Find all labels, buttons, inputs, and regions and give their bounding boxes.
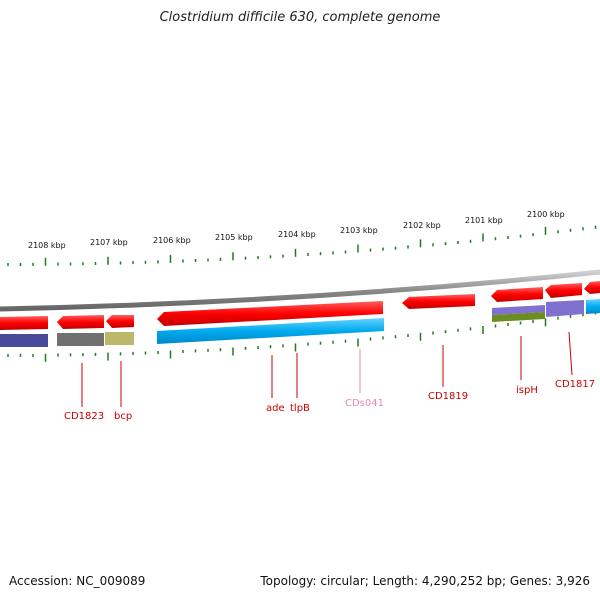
kbp-label-2104: 2104 kbp — [278, 230, 316, 239]
map-title: Clostridium difficile 630, complete geno… — [159, 10, 441, 25]
leader-cd1817 — [568, 331, 573, 376]
gene-arrow-edge — [584, 281, 600, 294]
gene-arrow-cd1819 — [402, 294, 475, 309]
cds-block-olive — [105, 332, 134, 345]
cds-block-grey — [57, 333, 104, 346]
gene-arrow-long — [157, 301, 383, 326]
gene-label-cd1823: CD1823 — [64, 411, 104, 422]
gene-label-cd1817: CD1817 — [555, 379, 595, 390]
gene-label-ade: ade — [266, 403, 285, 414]
cds-block-purple-2 — [546, 300, 584, 317]
gene-label-cd1819: CD1819 — [428, 391, 468, 402]
kbp-label-2108: 2108 kbp — [28, 241, 66, 250]
accession-text: Accession: NC_009089 — [9, 574, 146, 588]
kbp-label-2100: 2100 kbp — [527, 210, 565, 219]
kbp-label-2107: 2107 kbp — [90, 238, 128, 247]
genome-summary-text: Topology: circular; Length: 4,290,252 bp… — [260, 574, 590, 588]
gene-arrow-left-1 — [57, 315, 104, 329]
genome-backbone — [0, 269, 600, 312]
cds-block-cyan-edge — [586, 299, 600, 314]
kbp-label-2101: 2101 kbp — [465, 216, 503, 225]
gene-label-tlpb: tlpB — [290, 403, 310, 414]
kbp-label-2102: 2102 kbp — [403, 221, 441, 230]
gene-label-isph: ispH — [516, 385, 538, 396]
cds-block-darkblue — [0, 334, 48, 347]
cds-block-cyan — [157, 318, 384, 344]
gene-arrow-bcp — [106, 315, 134, 328]
kbp-label-2103: 2103 kbp — [340, 226, 378, 235]
gene-arrow-cd1817 — [545, 283, 582, 298]
kbp-label-2106: 2106 kbp — [153, 236, 191, 245]
cds-block-green — [492, 312, 545, 322]
scale-ticks — [7, 225, 597, 362]
gene-arrow-isph — [491, 287, 543, 302]
gene-label-cds041: CDs041 — [345, 398, 384, 409]
gene-label-bcp: bcp — [114, 411, 132, 422]
gene-arrow-cd1823-fwd — [0, 316, 48, 330]
cds-block-purple-1 — [492, 305, 545, 315]
kbp-label-2105: 2105 kbp — [215, 233, 253, 242]
